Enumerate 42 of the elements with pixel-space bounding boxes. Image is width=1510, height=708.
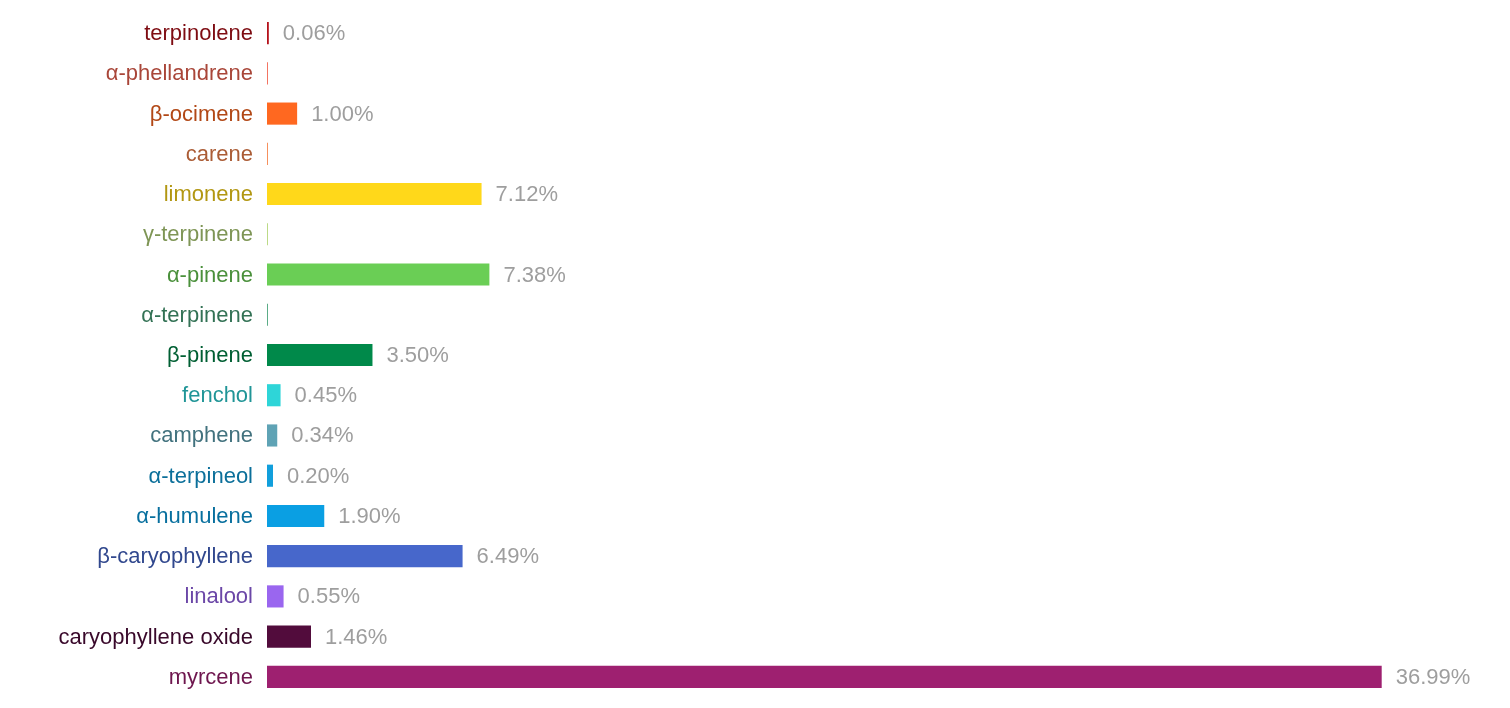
y-tick-label: myrcene	[168, 663, 253, 689]
data-label: 0.06%	[282, 20, 346, 46]
y-tick-label: α-pinene	[166, 261, 253, 287]
bar	[267, 102, 298, 125]
y-tick-label: α-humulene	[136, 502, 253, 528]
data-label: 3.50%	[386, 342, 449, 367]
data-label: 0.45%	[294, 382, 357, 408]
data-label: 36.99%	[1395, 663, 1471, 689]
bar	[267, 424, 278, 447]
bar	[267, 464, 274, 487]
y-tick-label: fenchol	[182, 382, 253, 408]
y-tick-label: α-terpineol	[148, 462, 253, 488]
y-tick-label: γ-terpinene	[142, 221, 253, 247]
data-label: 0.20%	[287, 462, 350, 488]
data-label: 7.12%	[495, 181, 558, 207]
y-tick-label: linalool	[184, 583, 253, 609]
y-tick-label: caryophyllene oxide	[58, 623, 253, 649]
y-tick-label: β-pinene	[166, 342, 253, 367]
y-tick-label: terpinolene	[144, 20, 253, 46]
y-tick-label: β-caryophyllene	[97, 543, 253, 569]
y-tick-label: camphene	[150, 422, 253, 448]
bar	[267, 504, 325, 528]
bar	[267, 625, 311, 648]
data-label: 1.00%	[311, 100, 374, 126]
y-tick-label: β-ocimene	[149, 100, 253, 126]
data-label: 0.55%	[297, 583, 360, 609]
data-label: 0.34%	[291, 422, 354, 448]
bar	[267, 665, 1382, 688]
bar	[267, 585, 284, 608]
data-label: 1.46%	[325, 623, 388, 649]
bar	[267, 545, 463, 568]
y-tick-label: α-phellandrene	[105, 60, 253, 86]
bar	[267, 182, 482, 206]
y-tick-label: limonene	[163, 181, 253, 207]
data-label: 7.38%	[503, 261, 566, 287]
data-label: 6.49%	[476, 543, 539, 569]
y-tick-label: α-terpinene	[141, 301, 253, 327]
bar	[267, 384, 281, 407]
y-tick-label: carene	[185, 140, 253, 166]
bar	[267, 263, 490, 286]
bar	[267, 343, 373, 367]
data-label: 1.90%	[338, 502, 401, 528]
